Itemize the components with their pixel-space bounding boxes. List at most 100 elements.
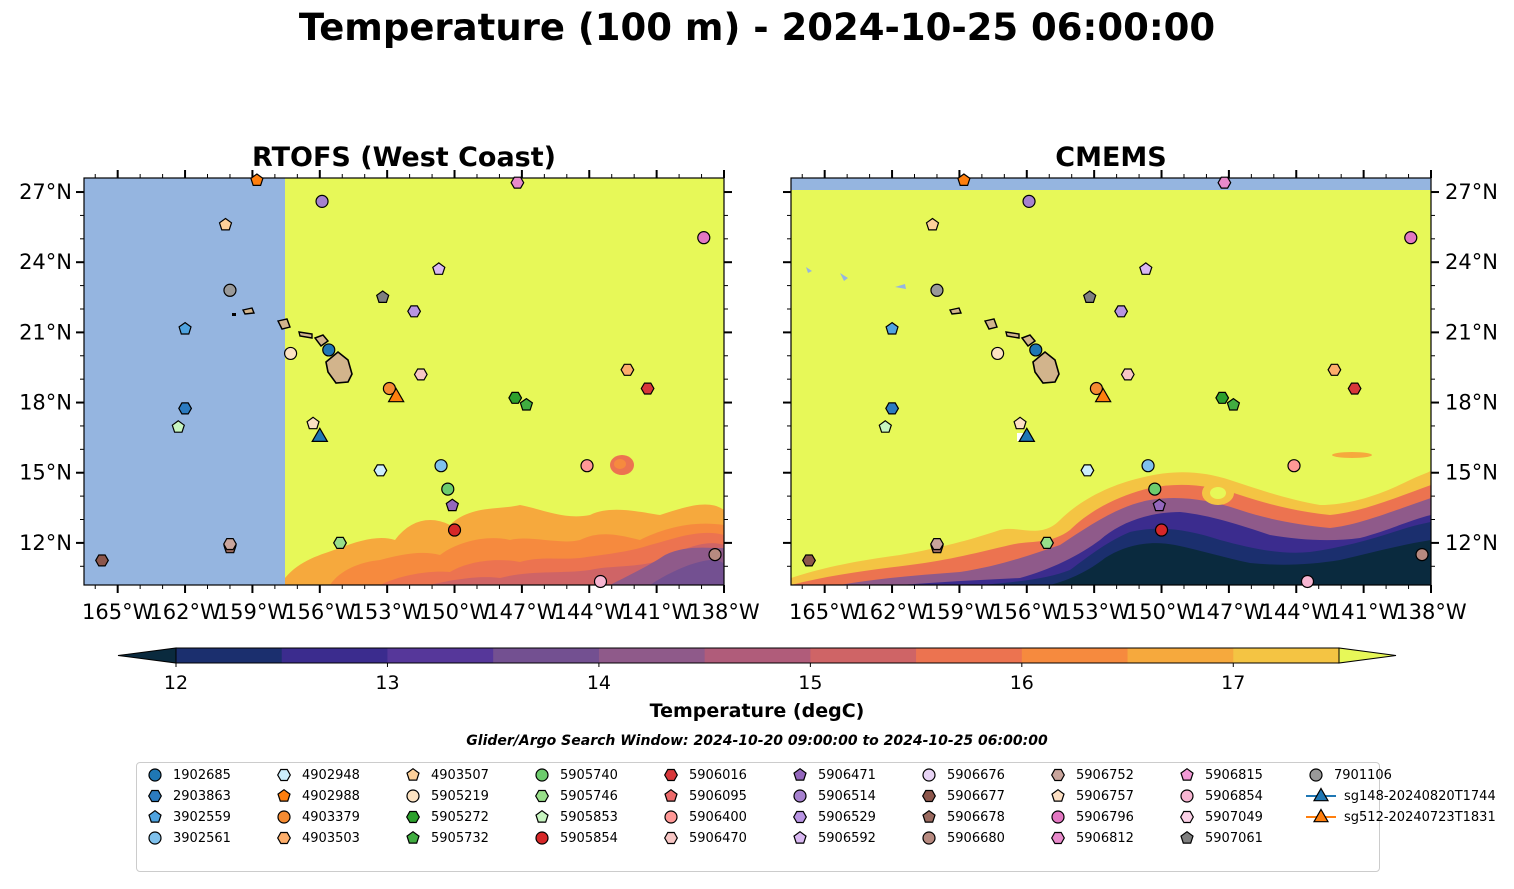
legend-marker-pentagon-icon — [535, 809, 549, 823]
float-marker-5906471 — [445, 498, 460, 512]
float-marker-5905732 — [1226, 397, 1241, 411]
legend-item: 5906592 — [790, 829, 876, 847]
legend-pentagon-icon — [277, 788, 291, 802]
legend-marker-hexagon-icon — [922, 789, 936, 803]
float-marker-4902948 — [1080, 464, 1095, 477]
rtofs-frame — [83, 177, 725, 586]
lon-tick-label: 144°W — [1261, 600, 1333, 624]
float-marker-5906470 — [413, 368, 428, 381]
legend-label: 5906676 — [947, 767, 1005, 783]
land-masses — [232, 307, 353, 384]
legend-marker-pentagon-icon — [406, 830, 420, 844]
legend-marker-pentagon-icon — [793, 830, 807, 844]
legend-marker-hexagon-icon — [1051, 768, 1065, 782]
legend-label: 1902685 — [173, 767, 231, 783]
cool-water-field — [791, 452, 1431, 585]
legend-label: 7901106 — [1334, 767, 1392, 783]
lon-tick-label: 141°W — [621, 600, 693, 624]
float-marker-5905272 — [508, 391, 523, 404]
legend-hexagon-icon — [1051, 831, 1065, 845]
legend-marker-hexagon-icon — [535, 789, 549, 803]
legend-marker-circle-icon — [922, 768, 936, 782]
maps-canvas: 165°W162°W159°W156°W153°W150°W147°W144°W… — [19, 170, 1498, 624]
lon-tick-label: 162°W — [149, 600, 221, 624]
legend-circle-icon — [148, 768, 162, 782]
legend-label: 5906854 — [1205, 788, 1263, 804]
cool-water-field — [285, 455, 724, 585]
float-marker-5906680 — [1415, 547, 1429, 562]
float-marker-3902559 — [885, 321, 899, 335]
legend-marker-circle-icon — [1051, 810, 1065, 824]
legend-circle-icon — [922, 768, 936, 782]
legend-label: 5906471 — [818, 767, 876, 783]
colorbar-tick-label: 15 — [798, 672, 823, 694]
lon-tick-label: 162°W — [856, 600, 928, 624]
lat-tick-label: 27°N — [1445, 180, 1498, 204]
legend-circle-icon — [535, 768, 549, 782]
legend-marker-pentagon-icon — [148, 809, 162, 823]
legend-label: 5906529 — [818, 809, 876, 825]
float-marker-5906757 — [1013, 416, 1027, 430]
colorbar-segment — [1021, 648, 1129, 663]
lon-tick-label: 150°W — [1126, 600, 1198, 624]
lon-tick-label: 150°W — [419, 600, 491, 624]
legend-label: 5906592 — [818, 830, 876, 846]
colorbar-frame — [175, 647, 1340, 664]
colorbar-tick-label: 16 — [1009, 672, 1034, 694]
float-marker-5906016 — [640, 382, 655, 395]
legend-circle-icon — [1051, 810, 1065, 824]
float-marker-5906677 — [95, 554, 109, 567]
float-marker-5905732 — [519, 397, 534, 411]
lon-tick-label: 159°W — [217, 600, 289, 624]
legend-item: 5905746 — [532, 787, 618, 805]
float-marker-sg148-20240820T1744 — [311, 427, 329, 442]
float-marker-4902988 — [957, 173, 971, 186]
lat-tick-label: 21°N — [1445, 320, 1498, 344]
lon-tick-label: 153°W — [1058, 600, 1130, 624]
no-data-region — [84, 178, 285, 585]
float-marker-5905740 — [1148, 482, 1162, 496]
colorbar-segment — [598, 648, 706, 663]
float-marker-5907061 — [375, 290, 390, 303]
float-marker-5905854 — [447, 523, 462, 537]
legend-label: 5906796 — [1076, 809, 1134, 825]
colorbar-segment — [704, 648, 811, 663]
float-marker-5906529 — [407, 305, 422, 318]
legend-item: 5905740 — [532, 766, 618, 784]
float-marker-5906854 — [1300, 574, 1315, 589]
colorbar-extend-low — [117, 647, 177, 664]
lat-tick-label: 21°N — [19, 320, 72, 344]
legend-item: 3902561 — [145, 829, 231, 847]
lat-tick-label: 12°N — [19, 531, 72, 555]
lon-tick-label: 147°W — [486, 600, 558, 624]
legend-pentagon-icon — [535, 809, 549, 823]
legend-marker-hexagon-icon — [406, 810, 420, 824]
legend-item: sg148-20240820T1744 — [1306, 787, 1496, 805]
legend-item: 1902685 — [145, 766, 231, 784]
legend-hexagon-icon — [277, 768, 291, 782]
legend-marker-hexagon-icon — [664, 768, 678, 782]
legend-pentagon-icon — [664, 788, 678, 802]
legend-pentagon-icon — [148, 809, 162, 823]
legend-marker-circle-icon — [1309, 768, 1323, 782]
float-marker-5906757 — [306, 416, 320, 430]
legend-marker-circle-icon — [535, 768, 549, 782]
legend-pentagon-icon — [406, 830, 420, 844]
legend-marker-triangle-icon — [1306, 787, 1336, 802]
lat-tick-label: 12°N — [1445, 531, 1498, 555]
legend-label: 4903507 — [431, 767, 489, 783]
colorbar-label: Temperature (degC) — [649, 700, 865, 722]
colorbar-extend-high — [1338, 647, 1397, 664]
legend-item: 5906095 — [661, 787, 747, 805]
lon-tick-label: 141°W — [1328, 600, 1400, 624]
colorbar-tick-label: 12 — [163, 672, 189, 694]
legend-pentagon-icon — [793, 767, 807, 781]
legend-item: 5906529 — [790, 808, 876, 826]
lon-tick-label: 159°W — [924, 600, 996, 624]
legend-marker-pentagon-icon — [664, 788, 678, 802]
colorbar-segment — [281, 648, 388, 663]
legend-item: 5906471 — [790, 766, 876, 784]
legend-marker-circle-icon — [148, 768, 162, 782]
legend-item: 5905272 — [403, 808, 489, 826]
float-marker-5906592 — [432, 262, 446, 275]
